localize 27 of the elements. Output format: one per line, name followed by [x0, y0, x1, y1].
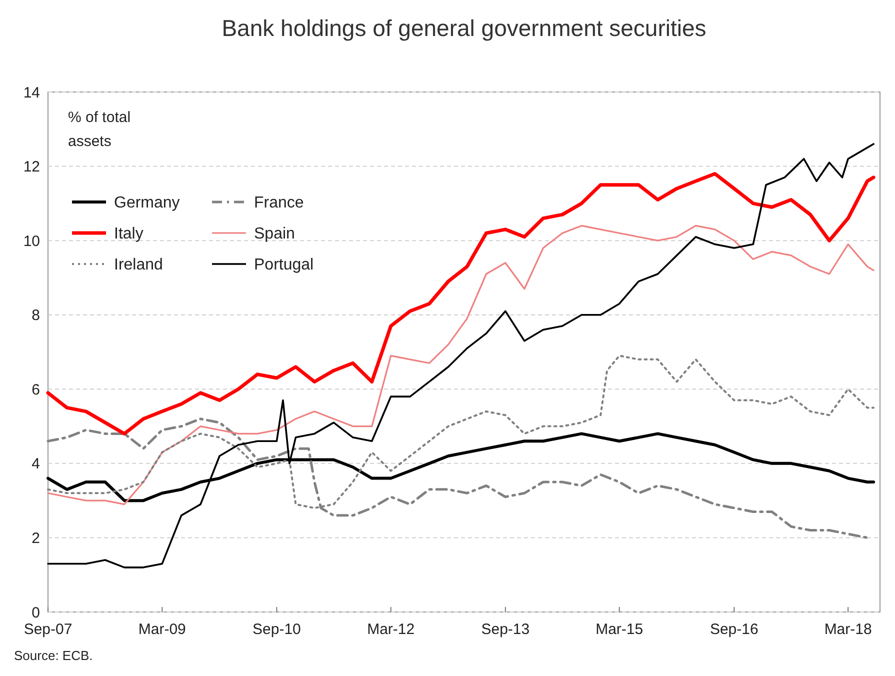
x-tick-label: Mar-09	[138, 621, 186, 638]
legend-label: Portugal	[254, 256, 314, 274]
y-tick-label: 10	[23, 232, 40, 250]
y-tick-label: 8	[32, 307, 40, 324]
x-tick-label: Sep-16	[710, 621, 758, 638]
x-tick-label: Sep-07	[24, 621, 72, 638]
y-axis-title: % of total assets	[68, 109, 131, 150]
legend-label: Spain	[254, 226, 295, 243]
x-tick-label: Sep-13	[481, 621, 530, 638]
y-tick-label: 12	[23, 158, 40, 176]
x-tick-label: Mar-15	[596, 621, 644, 638]
source-note: Source: ECB.	[14, 648, 93, 663]
y-tick-label: 2	[32, 530, 40, 547]
y-tick-label: 0	[32, 604, 40, 622]
y-tick-label: 4	[32, 456, 40, 473]
y-tick-label: 14	[23, 84, 40, 102]
y-tick-label: 6	[32, 381, 40, 398]
line-series	[46, 172, 876, 436]
x-tick-label: Mar-18	[824, 621, 872, 638]
legend-label: France	[254, 194, 304, 212]
x-tick-label: Mar-12	[367, 621, 415, 638]
legend-label: Ireland	[114, 256, 163, 274]
legend-label: Germany	[114, 194, 180, 212]
line-series	[47, 224, 874, 506]
x-tick-label: Sep-10	[252, 621, 301, 638]
chart-title: Bank holdings of general government securities	[222, 15, 706, 41]
legend-label: Italy	[114, 226, 144, 243]
